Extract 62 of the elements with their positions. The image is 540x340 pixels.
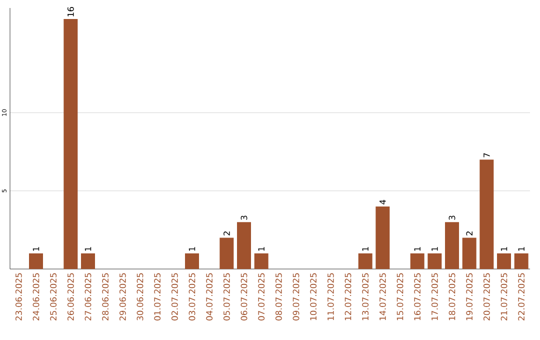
bar (237, 222, 251, 269)
x-tick-label: 07.07.2025 (258, 273, 265, 320)
x-tick-label: 23.06.2025 (15, 273, 22, 320)
data-label: 1 (500, 247, 508, 251)
data-label: 1 (414, 247, 420, 251)
bar (376, 206, 390, 269)
x-tick-label: 17.07.2025 (431, 273, 438, 320)
x-tick-label: 02.07.2025 (171, 273, 178, 320)
x-tick-label: 14.07.2025 (379, 273, 386, 320)
bar (428, 253, 442, 269)
bar (64, 18, 78, 269)
data-label: 1 (432, 247, 438, 251)
x-tick-label: 18.07.2025 (448, 273, 456, 320)
bar (254, 253, 268, 269)
data-label: 1 (188, 247, 196, 251)
x-tick-label: 21.07.2025 (500, 273, 508, 320)
x-tick-label: 06.07.2025 (240, 273, 248, 320)
x-tick-label: 27.06.2025 (84, 273, 92, 320)
x-tick-label: 03.07.2025 (188, 273, 196, 320)
bar (480, 160, 494, 269)
x-tick-label: 13.07.2025 (362, 273, 369, 320)
bar (462, 238, 476, 269)
x-tick-label: 11.07.2025 (327, 273, 334, 320)
x-tick-label: 16.07.2025 (414, 273, 421, 320)
data-label: 3 (448, 216, 456, 220)
data-label: 2 (466, 231, 472, 236)
data-label: 1 (518, 247, 524, 251)
x-tick-label: 10.07.2025 (310, 273, 317, 320)
x-tick-label: 28.06.2025 (102, 273, 109, 320)
bar (220, 238, 234, 269)
x-tick-label: 01.07.2025 (154, 273, 161, 320)
data-label: 4 (380, 200, 386, 204)
data-label: 7 (484, 153, 490, 158)
x-tick-label: 12.07.2025 (344, 273, 352, 320)
data-label: 1 (362, 247, 368, 251)
data-label: 1 (258, 247, 264, 251)
data-label: 3 (240, 216, 248, 220)
x-tick-label: 26.06.2025 (67, 273, 74, 320)
bar (185, 253, 199, 269)
x-tick-label: 04.07.2025 (206, 273, 213, 320)
bar (358, 253, 372, 269)
x-tick-label: 19.07.2025 (466, 273, 473, 320)
data-label: 1 (84, 247, 92, 251)
bar (445, 222, 460, 269)
x-tick-label: 09.07.2025 (292, 273, 300, 320)
x-tick-label: 24.06.2025 (32, 273, 40, 320)
x-tick-label: 29.06.2025 (119, 273, 126, 320)
bar (81, 253, 95, 269)
bar (514, 253, 528, 269)
data-label: 2 (224, 231, 230, 236)
data-label: 1 (32, 247, 40, 251)
x-tick-label: 25.06.2025 (50, 273, 57, 320)
x-tick-label: 22.07.2025 (518, 273, 525, 320)
x-tick-label: 08.07.2025 (275, 273, 282, 320)
x-tick-label: 05.07.2025 (223, 273, 230, 320)
x-tick-label: 15.07.2025 (396, 273, 404, 320)
bar (497, 253, 512, 269)
data-label: 16 (67, 6, 74, 16)
x-tick-label: 30.06.2025 (136, 273, 144, 320)
bar (410, 253, 424, 269)
x-tick-label: 20.07.2025 (483, 273, 490, 320)
bar (29, 253, 43, 269)
